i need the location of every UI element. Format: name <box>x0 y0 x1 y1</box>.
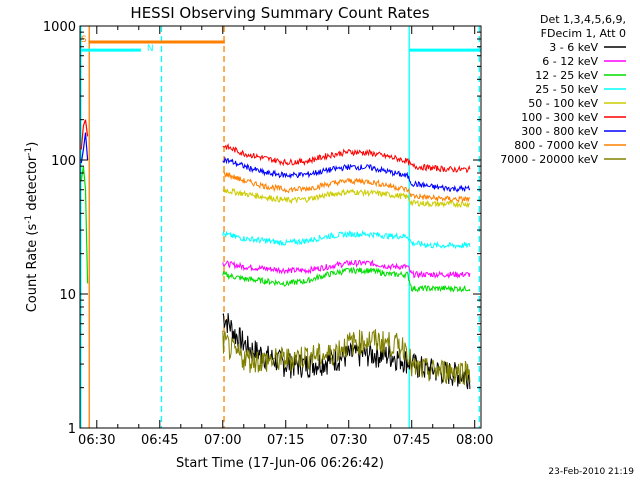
x-tick-label: 06:45 <box>141 433 178 448</box>
legend-entry-label: 6 - 12 keV <box>542 55 598 68</box>
series-line-6 <box>222 156 471 193</box>
x-tick-label: 07:15 <box>267 433 304 448</box>
plot-area: S N 1 10 100 1000 06:30 06:45 07:00 07:15 07:30 07:… <box>43 20 494 448</box>
legend-header-line: Det 1,3,4,5,6,9, <box>540 13 626 26</box>
plot-frame <box>79 25 482 429</box>
legend-entry-label: 7000 - 20000 keV <box>500 153 598 166</box>
x-axis-label: Start Time (17-Jun-06 06:26:42) <box>176 456 384 471</box>
footer-date: 23-Feb-2010 21:19 <box>548 467 634 477</box>
series-line-8 <box>222 329 471 386</box>
legend-entry-label: 12 - 25 keV <box>535 69 598 82</box>
series-line-5 <box>222 143 471 174</box>
series-line-1 <box>222 259 471 279</box>
y-axis-label: Count Rate (s-1 detector-1) <box>24 142 40 313</box>
y-axis-label-mid: detector <box>25 155 40 215</box>
y-tick-label: 10 <box>59 288 76 303</box>
early-trace-1 <box>80 166 89 284</box>
chart-title: HESSI Observing Summary Count Rates <box>130 4 429 22</box>
x-tick-label: 07:00 <box>204 433 241 448</box>
y-axis-label-sup2: -1 <box>24 147 34 156</box>
series-line-4 <box>222 187 470 209</box>
legend-entry-label: 800 - 7000 keV <box>514 139 598 152</box>
y-axis-label-sup1: -1 <box>24 215 34 224</box>
legend-entry-label: 25 - 50 keV <box>535 83 598 96</box>
early-trace-0 <box>80 119 89 150</box>
x-tick-label: 07:45 <box>393 433 430 448</box>
x-tick-label: 08:00 <box>456 433 493 448</box>
legend-entry-label: 300 - 800 keV <box>521 125 598 138</box>
x-tick-label: 07:30 <box>330 433 367 448</box>
x-tick-label: 06:30 <box>78 433 115 448</box>
legend-entry-label: 100 - 300 keV <box>521 111 598 124</box>
y-axis-label-end: ) <box>25 142 40 147</box>
n-marker-label: N <box>147 44 154 54</box>
legend-header-line: FDecim 1, Att 0 <box>541 27 626 40</box>
series-line-2 <box>222 266 471 293</box>
y-tick-label: 1000 <box>43 20 76 35</box>
y-tick-label: 1 <box>68 422 76 437</box>
series-line-0 <box>222 312 471 390</box>
series-line-7 <box>222 171 471 204</box>
y-axis-label-main: Count Rate (s <box>25 224 40 313</box>
legend-entry-label: 50 - 100 keV <box>528 97 598 110</box>
series-line-3 <box>222 230 471 250</box>
y-tick-label: 100 <box>51 154 76 169</box>
early-trace-2 <box>80 132 89 164</box>
legend-entry-label: 3 - 6 keV <box>549 41 598 54</box>
legend: Det 1,3,4,5,6,9,FDecim 1, Att 03 - 6 keV… <box>500 13 626 166</box>
s-marker-label: S <box>81 35 87 45</box>
